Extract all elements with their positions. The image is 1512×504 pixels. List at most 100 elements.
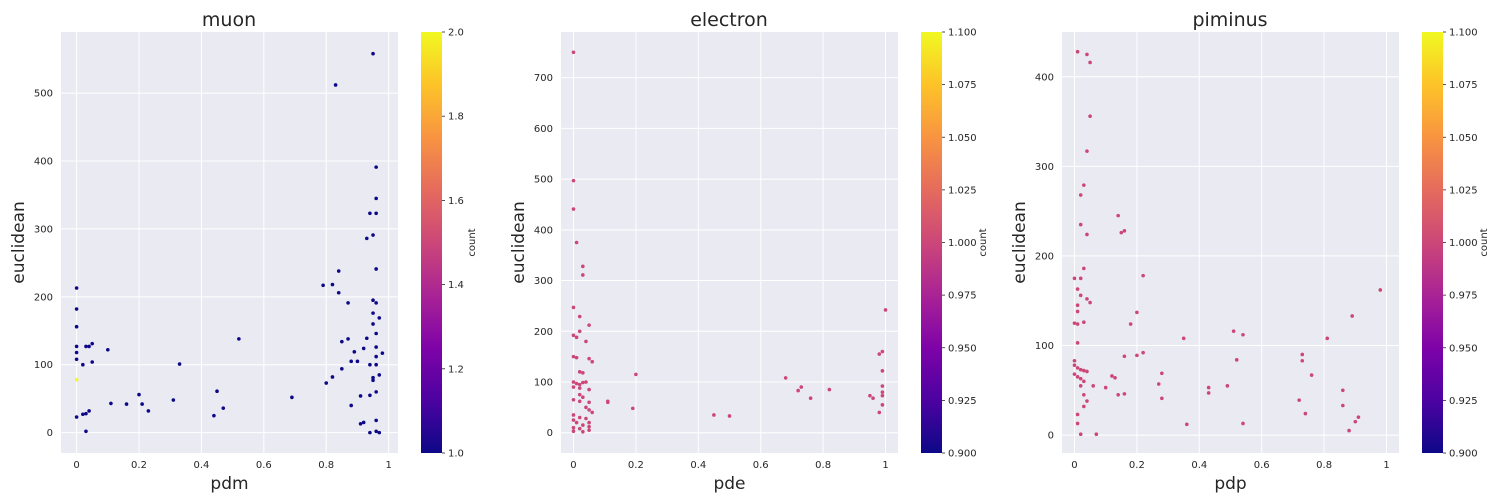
scatter-point [74,324,79,329]
scatter-point [74,357,79,362]
scatter-point [587,356,591,361]
chart-title: piminus [1192,9,1267,31]
scatter-point [587,408,591,412]
x-ticks: 0 0.2 0.4 0.6 0.8 1 [1071,460,1389,471]
y-tick-label: 300 [534,276,553,287]
plot-area [561,32,898,453]
plot-area [1062,32,1399,453]
scatter-point [1206,391,1211,395]
scatter-point [368,393,372,398]
scatter-point [1085,399,1089,403]
scatter-point [124,402,129,406]
scatter-point [374,267,378,271]
scatter-point [571,385,576,389]
scatter-point [346,301,350,305]
scatter-point [1075,309,1080,314]
chart-title: muon [202,9,256,31]
y-ticks: 0 100 200 300 400 [1035,72,1054,441]
scatter-point [1122,354,1127,359]
scatter-point [1075,287,1080,291]
colorbar-tick-label: 1.050 [1449,133,1478,144]
scatter-point [377,316,382,320]
scatter-point [1082,320,1086,325]
colorbar-label: count [467,228,478,256]
scatter-point [571,397,576,402]
scatter-point [1088,114,1092,118]
scatter-point [371,298,375,303]
scatter-point [1075,412,1080,417]
scatter-point [371,378,375,383]
scatter-point [581,380,585,385]
scatter-point [374,331,378,336]
y-ticks: 0 100 200 300 400 500 600 700 [534,73,553,439]
colorbar-tick-label: 1.2 [448,364,464,375]
scatter-point [177,362,182,366]
scatter-point [1231,329,1236,333]
y-tick-label: 100 [34,360,53,371]
scatter-point [349,403,353,408]
y-tick-label: 100 [1035,341,1054,352]
scatter-point [349,359,353,364]
colorbar [921,32,942,453]
scatter-point [577,329,582,334]
x-tick-label: 0.4 [690,460,706,471]
scatter-point [1185,422,1189,427]
scatter-point [571,413,576,417]
colorbar-tick-label: 1.4 [448,280,464,291]
scatter-point [1341,388,1345,393]
scatter-point [571,425,576,430]
scatter-point [1113,375,1117,380]
scatter-point [90,360,95,364]
scatter-point [577,415,582,420]
scatter-point [336,269,341,273]
scatter-point [587,323,591,327]
scatter-point [374,211,378,216]
scatter-point [1119,230,1124,235]
colorbar-ticks: 1.0 1.2 1.4 1.6 1.8 2.0 [442,28,464,460]
scatter-point [868,393,872,398]
scatter-point [880,403,885,407]
x-tick-label: 0 [570,460,576,471]
colorbar-tick-label: 1.8 [448,112,464,123]
scatter-point [1072,358,1077,363]
scatter-point [171,398,176,402]
y-tick-label: 0 [47,428,53,439]
y-tick-label: 0 [547,428,553,439]
scatter-point [584,380,588,384]
scatter-point [1075,421,1080,426]
scatter-point [1078,367,1083,372]
scatter-point [340,339,344,344]
scatter-point [584,416,588,421]
scatter-point [1085,369,1089,374]
x-tick-label: 1 [1383,460,1389,471]
scatter-point [571,207,576,211]
scatter-point [1085,52,1089,57]
scatter-point [368,362,372,367]
scatter-point [1347,428,1351,433]
y-axis-label: euclidean [1010,201,1030,283]
scatter-point [374,429,378,434]
scatter-point [106,347,110,352]
x-tick-label: 1 [882,460,888,471]
scatter-point [1110,374,1114,378]
scatter-point [74,286,79,290]
scatter-point [81,362,85,367]
x-tick-label: 0 [73,460,79,471]
scatter-point [215,389,219,394]
scatter-point [371,311,375,315]
scatter-point [74,377,79,382]
scatter-point [374,418,378,423]
scatter-point [1241,332,1245,337]
y-tick-label: 700 [534,73,553,84]
x-tick-label: 0.2 [628,460,644,471]
scatter-point [587,428,591,432]
scatter-point [574,420,579,425]
scatter-point [371,51,375,56]
colorbar-tick-label: 2.0 [448,28,464,39]
scatter-point [377,373,382,377]
scatter-point [1122,392,1127,396]
scatter-point [1072,372,1077,376]
colorbar-tick-label: 1.025 [948,185,977,196]
scatter-point [1300,352,1305,357]
scatter-point [577,399,582,404]
